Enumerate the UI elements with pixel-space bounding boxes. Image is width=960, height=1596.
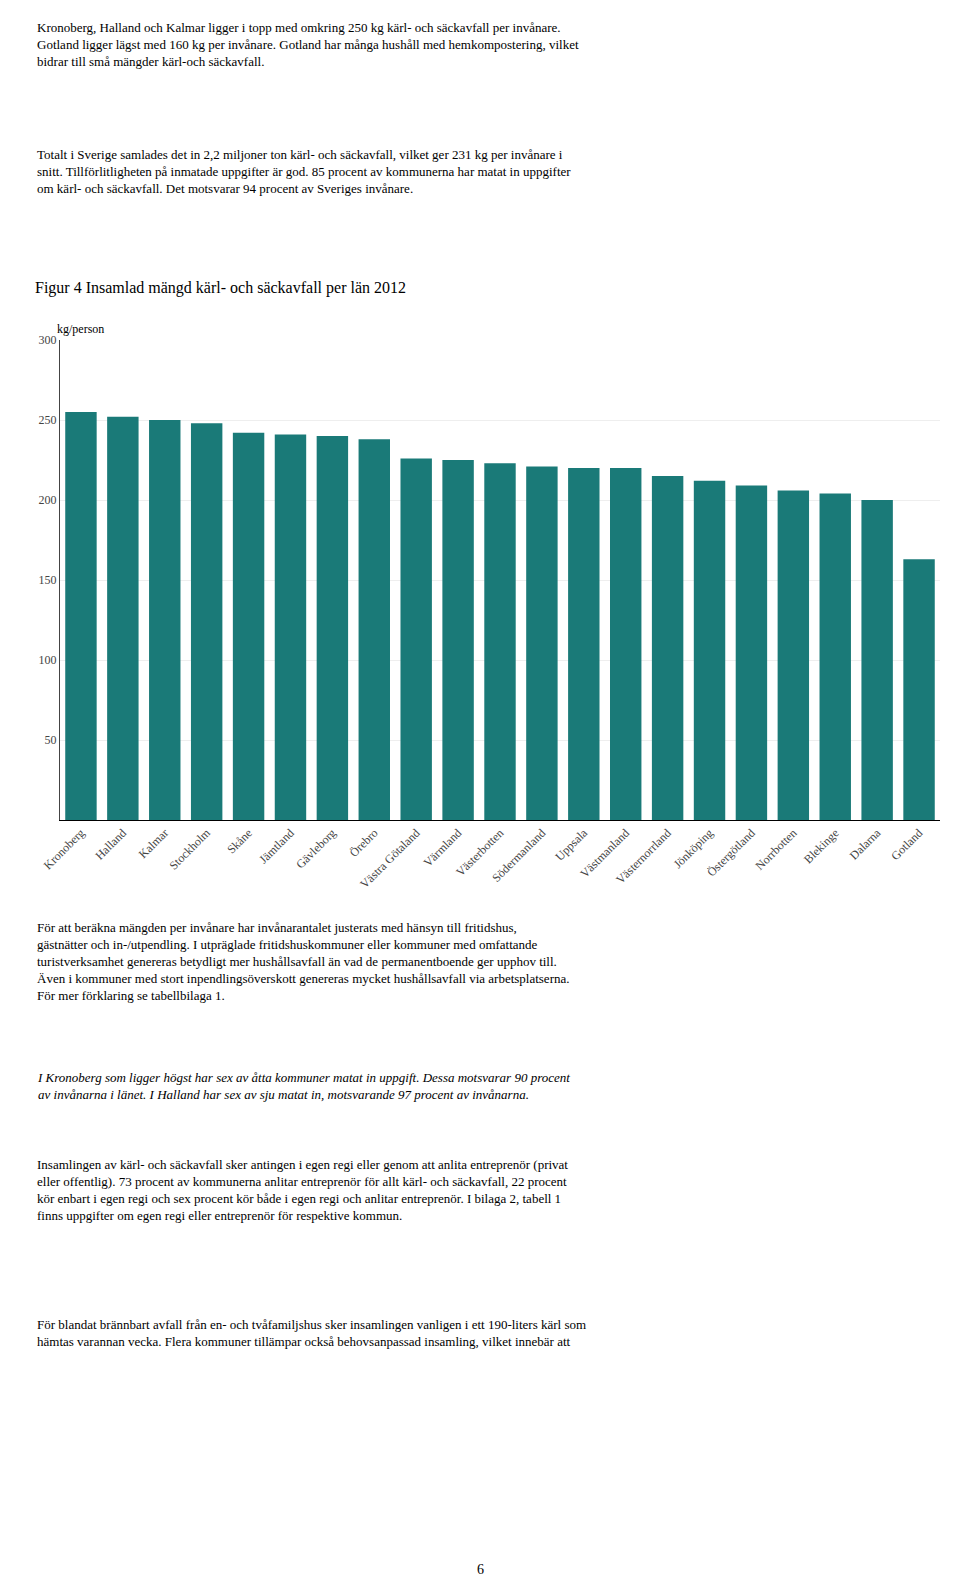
- svg-text:Örebro: Örebro: [347, 826, 381, 860]
- svg-text:Kalmar: Kalmar: [136, 826, 171, 861]
- svg-text:100: 100: [39, 653, 57, 667]
- svg-text:Västra Götaland: Västra Götaland: [357, 826, 422, 891]
- svg-text:Gävleborg: Gävleborg: [293, 826, 339, 872]
- svg-text:50: 50: [45, 733, 57, 747]
- svg-text:Halland: Halland: [92, 826, 129, 863]
- svg-text:300: 300: [39, 333, 57, 347]
- svg-text:Uppsala: Uppsala: [552, 825, 590, 863]
- svg-text:Figur 4 Insamlad mängd kärl- o: Figur 4 Insamlad mängd kärl- och säckavf…: [35, 279, 406, 297]
- svg-text:Södermanland: Södermanland: [489, 826, 548, 885]
- svg-text:Totalt i Sverige samlades det: Totalt i Sverige samlades det in 2,2 mil…: [37, 147, 571, 196]
- svg-text:Västmanland: Västmanland: [577, 826, 632, 881]
- svg-text:6: 6: [477, 1562, 484, 1577]
- svg-text:kg/person: kg/person: [57, 322, 104, 336]
- svg-text:Kronoberg: Kronoberg: [41, 826, 88, 873]
- svg-text:Dalarna: Dalarna: [847, 825, 884, 862]
- svg-text:Gotland: Gotland: [888, 826, 925, 863]
- svg-text:Västerbotten: Västerbotten: [453, 826, 506, 879]
- svg-text:Blekinge: Blekinge: [801, 826, 842, 867]
- svg-text:Värmland: Värmland: [421, 826, 465, 870]
- svg-text:Östergötland: Östergötland: [704, 826, 758, 880]
- svg-text:Stockholm: Stockholm: [166, 825, 213, 872]
- svg-text:Skåne: Skåne: [224, 826, 255, 857]
- svg-text:250: 250: [39, 413, 57, 427]
- svg-text:I Kronoberg som ligger högst h: I Kronoberg som ligger högst har sex av …: [37, 1070, 570, 1102]
- svg-text:Jämtland: Jämtland: [256, 826, 297, 867]
- svg-text:150: 150: [39, 573, 57, 587]
- svg-text:Jönköping: Jönköping: [671, 826, 716, 871]
- svg-text:För att beräkna mängden per in: För att beräkna mängden per invånare har…: [37, 920, 570, 1003]
- svg-text:Norrbotten: Norrbotten: [753, 826, 800, 873]
- svg-text:För blandat brännbart avfall f: För blandat brännbart avfall från en- oc…: [37, 1317, 586, 1349]
- svg-text:Kronoberg, Halland och Kalmar: Kronoberg, Halland och Kalmar ligger i t…: [37, 20, 579, 69]
- svg-text:Insamlingen av kärl- och säcka: Insamlingen av kärl- och säckavfall sker…: [37, 1157, 568, 1223]
- svg-text:200: 200: [39, 493, 57, 507]
- svg-text:Västernorrland: Västernorrland: [613, 826, 674, 887]
